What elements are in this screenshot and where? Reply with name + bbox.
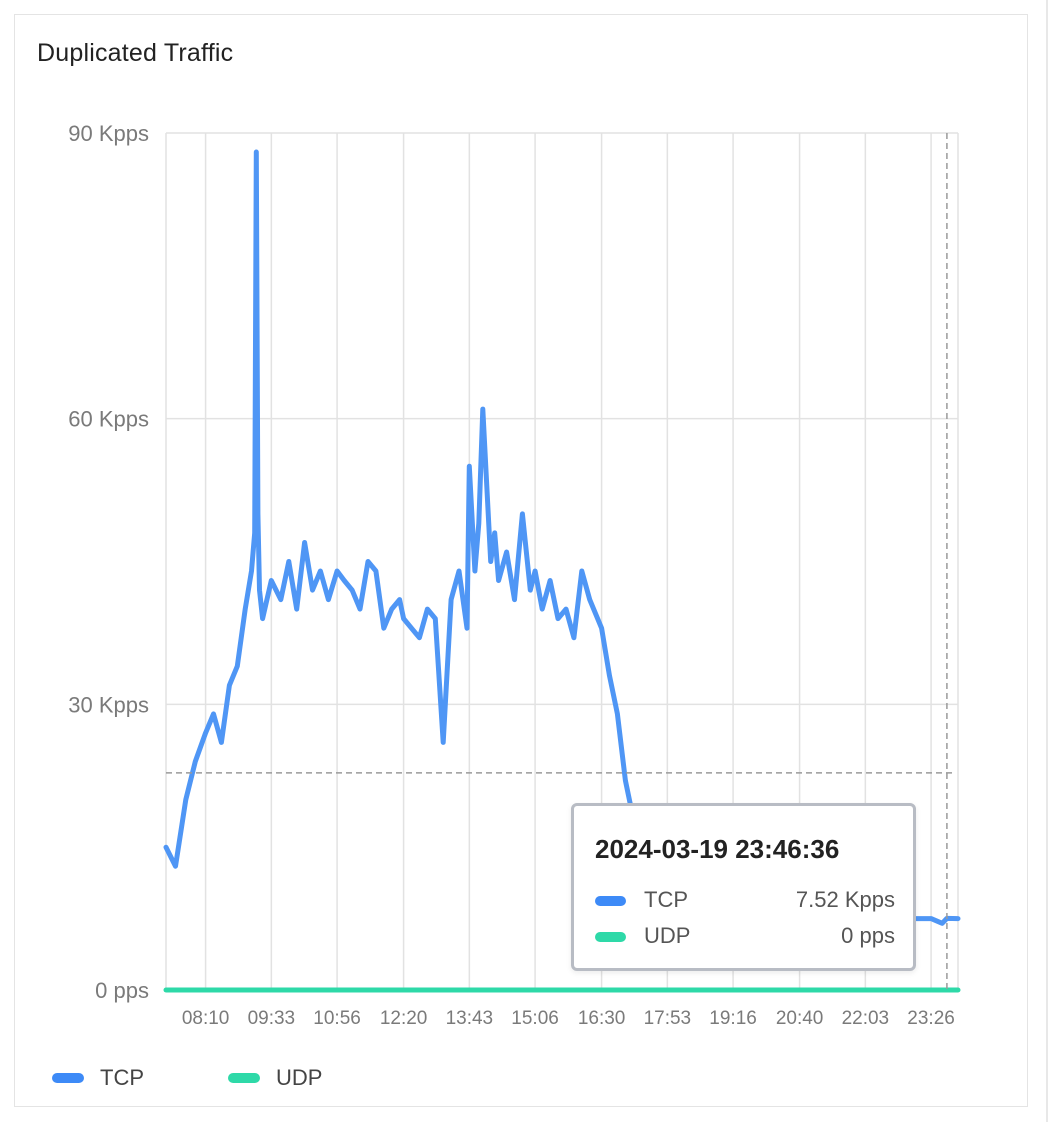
y-axis-ticks: 0 pps 30 Kpps 60 Kpps 90 Kpps [68, 121, 149, 1003]
x-tick-label: 17:53 [644, 1008, 692, 1029]
x-tick-label: 09:33 [248, 1008, 296, 1029]
x-tick-label: 08:10 [182, 1008, 230, 1029]
x-axis-ticks: 08:10 09:33 10:56 12:20 13:43 15:06 16:30 17:53… [182, 1008, 955, 1029]
x-tick-label: 22:03 [842, 1008, 890, 1029]
legend-label: TCP [100, 1065, 144, 1090]
x-tick-label: 20:40 [776, 1008, 824, 1029]
x-tick-label: 19:16 [709, 1008, 757, 1029]
x-tick-label: 16:30 [578, 1008, 626, 1029]
data-tooltip: 2024-03-19 23:46:36 TCP 7.52 Kpps UDP 0 … [571, 803, 916, 971]
y-tick-label: 60 Kpps [68, 407, 149, 432]
tooltip-series-name: TCP [644, 887, 688, 912]
x-tick-label: 12:20 [380, 1008, 428, 1029]
tcp-swatch-icon [595, 896, 626, 906]
scrollbar-edge [1046, 0, 1048, 1122]
tcp-legend-icon [52, 1073, 84, 1083]
x-tick-label: 23:26 [907, 1008, 955, 1029]
x-tick-label: 10:56 [313, 1008, 361, 1029]
tooltip-series-name: UDP [644, 923, 691, 948]
udp-legend-icon [228, 1073, 260, 1083]
tooltip-series-value: 0 pps [841, 923, 895, 948]
udp-swatch-icon [595, 932, 626, 942]
crosshair [166, 133, 953, 990]
y-tick-label: 0 pps [95, 978, 149, 1003]
chart-panel: Duplicated Traffic [14, 14, 1028, 1107]
panel-title: Duplicated Traffic [37, 39, 234, 67]
y-tick-label: 90 Kpps [68, 121, 149, 146]
legend-label: UDP [276, 1065, 323, 1090]
tooltip-row-tcp: TCP 7.52 Kpps [595, 886, 895, 916]
x-tick-label: 15:06 [511, 1008, 559, 1029]
tooltip-series-value: 7.52 Kpps [795, 887, 895, 912]
tooltip-row-udp: UDP 0 pps [595, 922, 895, 952]
tooltip-timestamp: 2024-03-19 23:46:36 [595, 834, 840, 864]
x-tick-label: 13:43 [446, 1008, 494, 1029]
y-tick-label: 30 Kpps [68, 692, 149, 717]
